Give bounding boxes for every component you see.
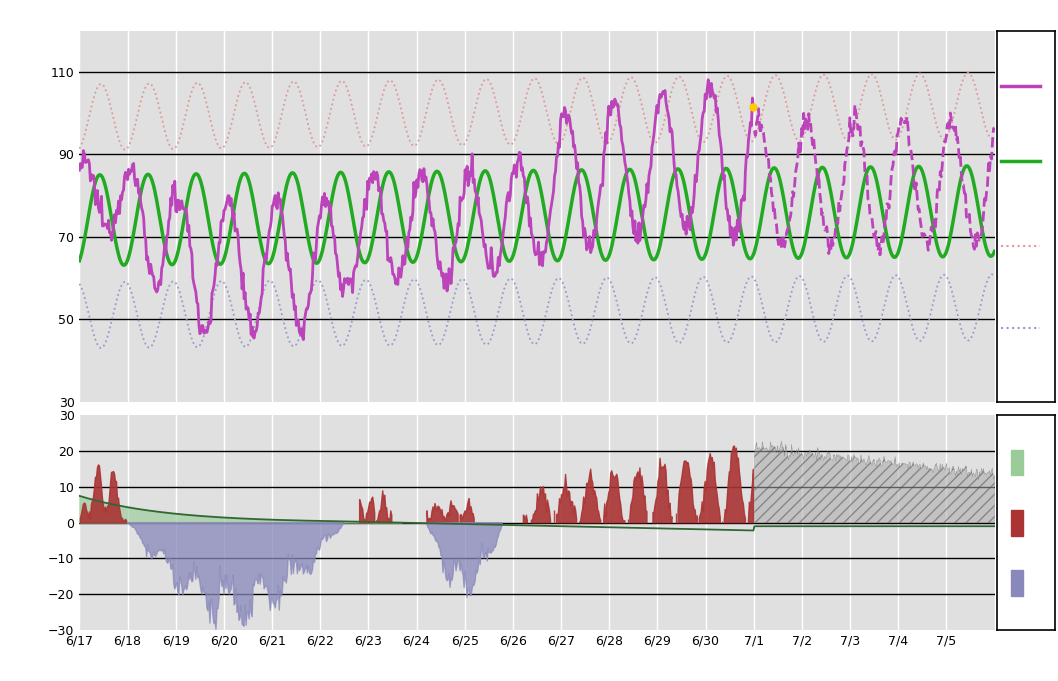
Bar (1011, 510, 1023, 535)
Bar (1011, 449, 1023, 475)
Bar (1011, 570, 1023, 596)
